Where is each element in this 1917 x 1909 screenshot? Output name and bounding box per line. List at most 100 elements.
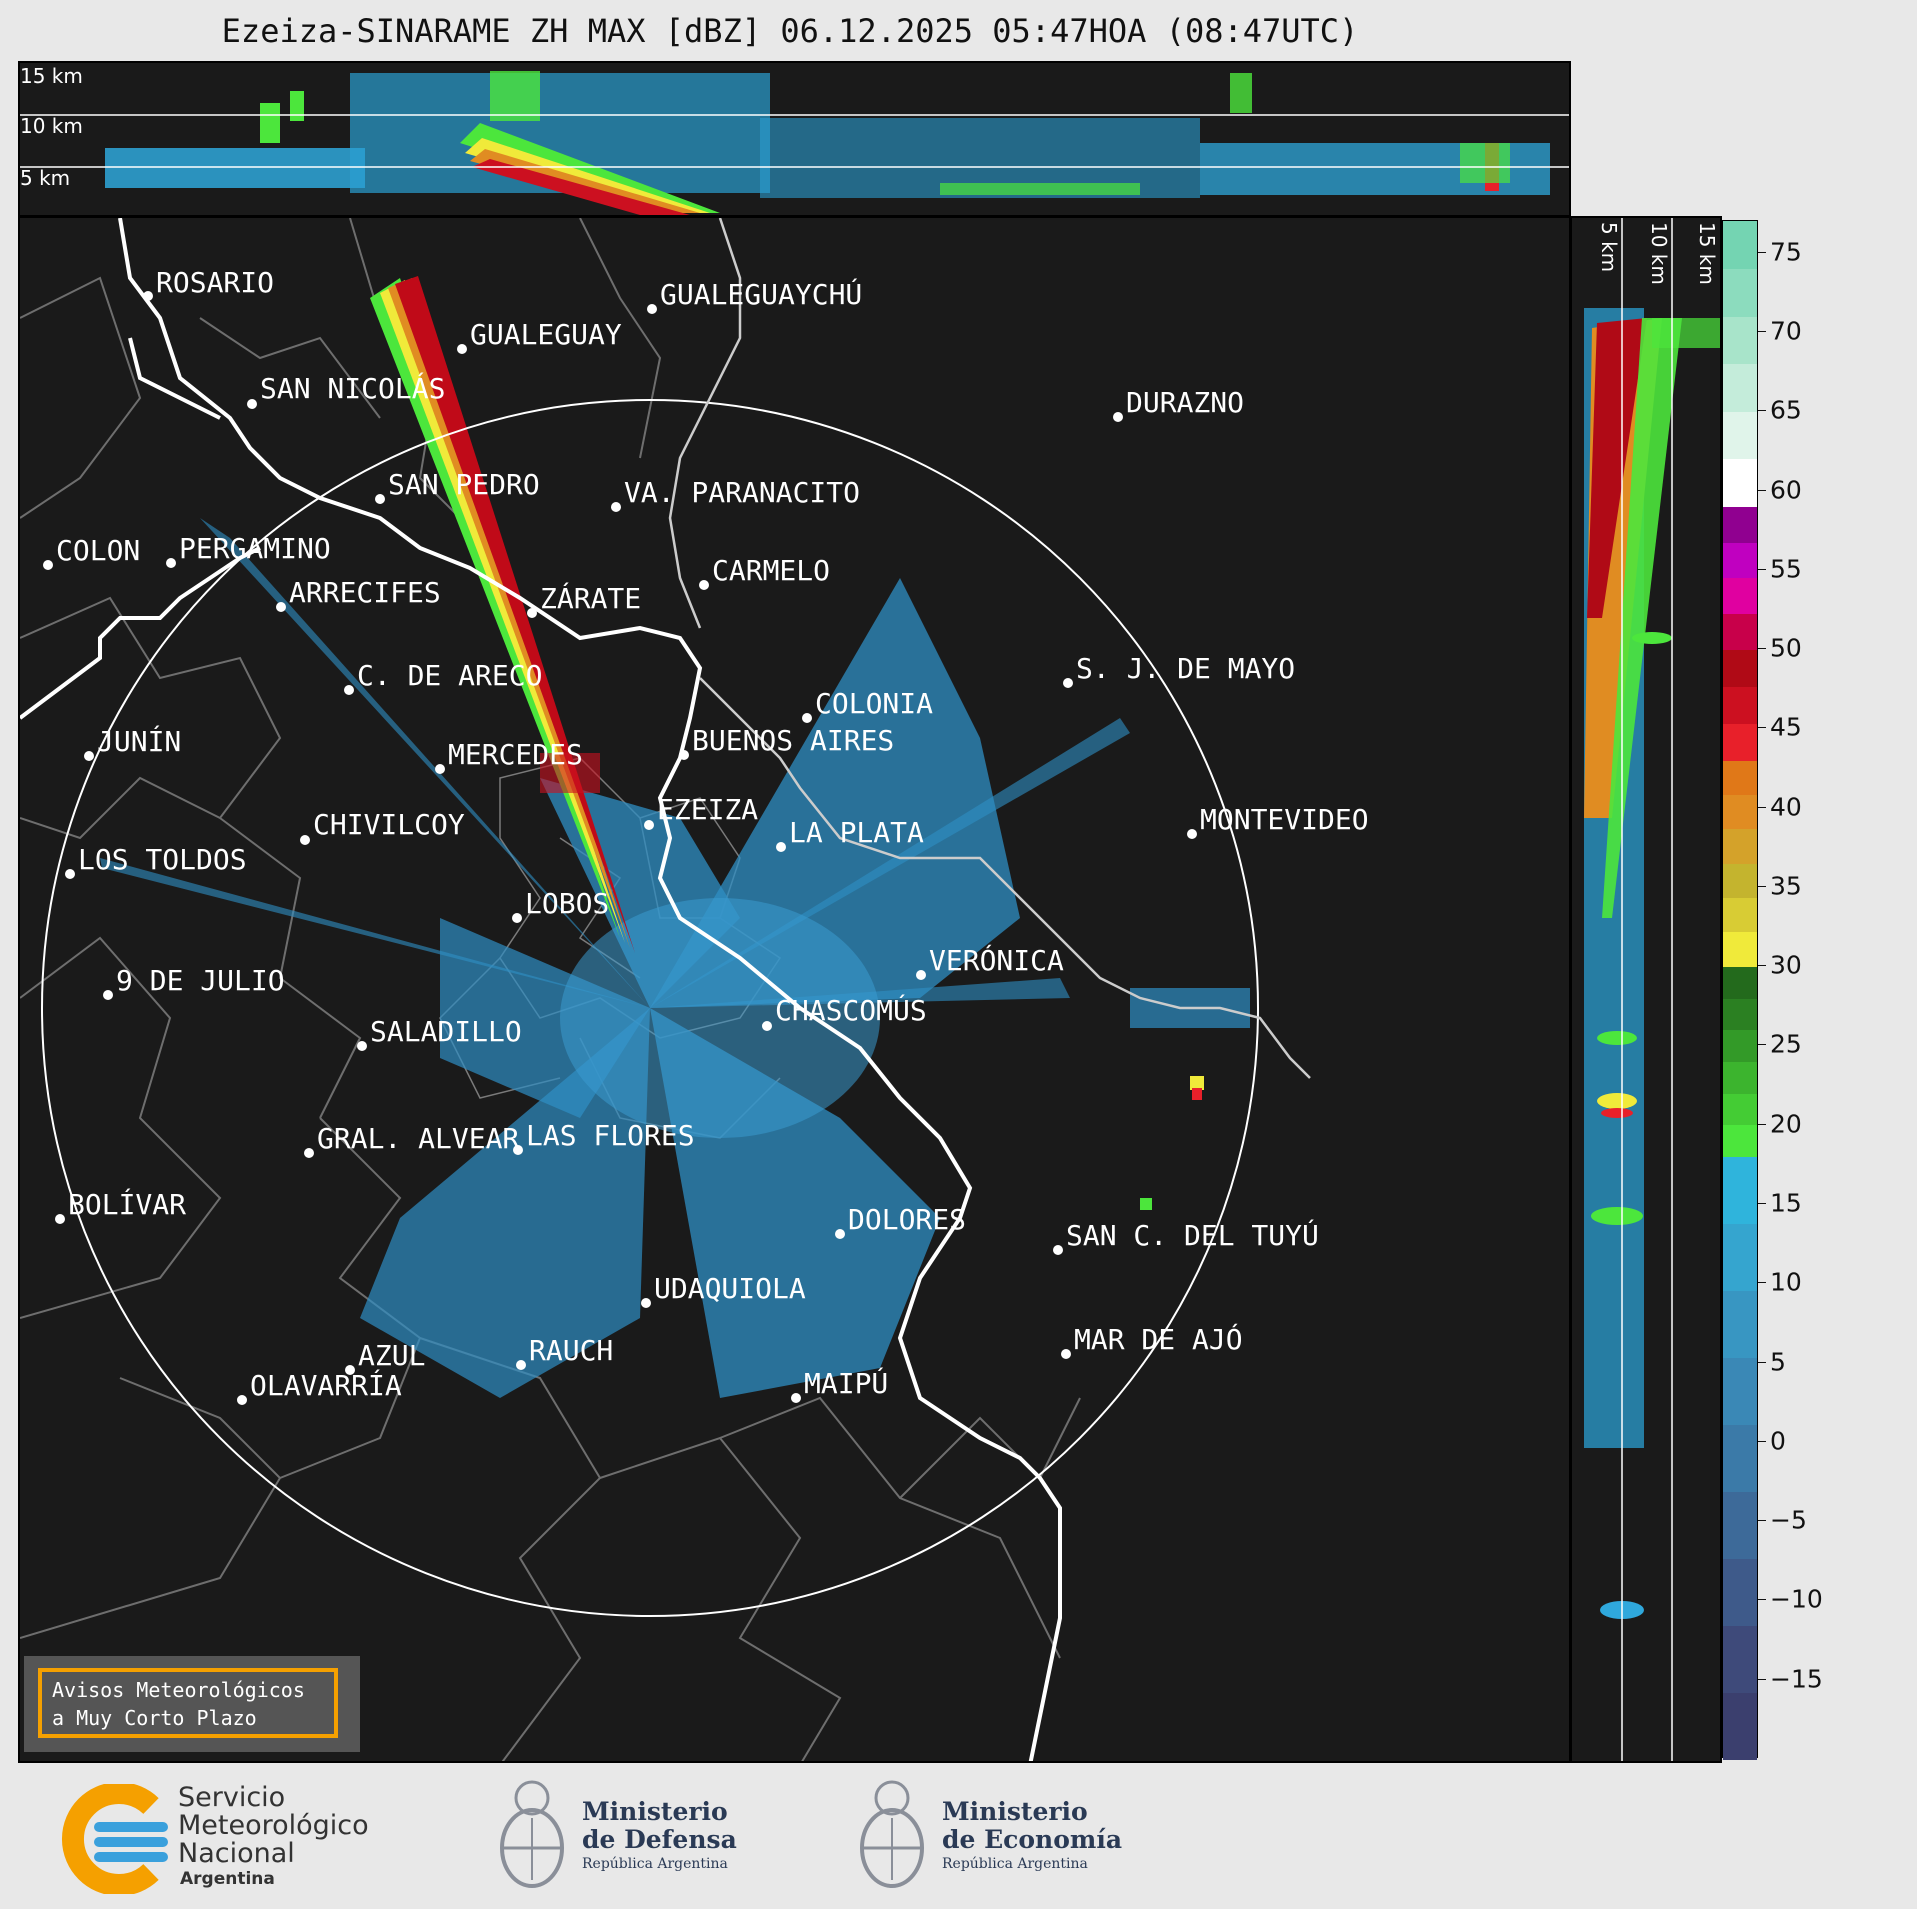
rivers bbox=[668, 218, 1311, 1079]
colorbar-tick-label: 0 bbox=[1770, 1426, 1786, 1456]
colorbar-tick-mark bbox=[1758, 965, 1766, 967]
smn-line-1: Servicio bbox=[178, 1782, 286, 1813]
colorbar-tick-mark bbox=[1758, 1520, 1766, 1522]
city-azul: AZUL bbox=[358, 1339, 425, 1372]
colorbar-segment bbox=[1723, 363, 1757, 412]
colorbar-tick-mark bbox=[1758, 1440, 1766, 1442]
right-cross-section-panel: 5 km 10 km 15 km bbox=[1570, 216, 1722, 1763]
city-zarate: ZÁRATE bbox=[540, 581, 641, 615]
city-9-de-julio: 9 DE JULIO bbox=[116, 964, 285, 997]
colorbar-segment bbox=[1723, 506, 1757, 543]
aviso-line-1: Avisos Meteorológicos bbox=[52, 1678, 305, 1702]
city-san-pedro: SAN PEDRO bbox=[388, 468, 540, 501]
colorbar-tick-label: 40 bbox=[1770, 792, 1802, 822]
colorbar-tick-label: 15 bbox=[1770, 1188, 1802, 1218]
top-cross-section-panel: 15 km 10 km 5 km bbox=[18, 61, 1571, 217]
city-lobos: LOBOS bbox=[525, 887, 609, 920]
right-xsec-label-10km: 10 km bbox=[1647, 222, 1671, 285]
smn-line-4: Argentina bbox=[180, 1869, 275, 1889]
colorbar-segment bbox=[1723, 863, 1757, 899]
city-markers: ROSARIO GUALEGUAYCHÚ GUALEGUAY SAN NICOL… bbox=[43, 266, 1369, 1405]
city-mercedes: MERCEDES bbox=[448, 738, 583, 771]
colorbar-segment bbox=[1723, 723, 1757, 761]
city-junin: JUNÍN bbox=[97, 724, 181, 758]
radar-map-panel[interactable]: ROSARIO GUALEGUAYCHÚ GUALEGUAY SAN NICOL… bbox=[18, 216, 1571, 1763]
city-las-flores: LAS FLORES bbox=[526, 1119, 695, 1152]
radar-echoes bbox=[100, 276, 1250, 1398]
colorbar-tick-label: 10 bbox=[1770, 1267, 1802, 1297]
colorbar-segment bbox=[1723, 1424, 1757, 1492]
colorbar-tick-label: −5 bbox=[1770, 1505, 1807, 1535]
city-ezeiza: EZEIZA bbox=[657, 793, 758, 826]
right-xsec-echoes bbox=[1584, 308, 1720, 1619]
colorbar-tick-label: 20 bbox=[1770, 1109, 1802, 1139]
city-rauch: RAUCH bbox=[529, 1334, 613, 1367]
city-maipu: MAIPÚ bbox=[804, 1366, 888, 1400]
colorbar-segment bbox=[1723, 1029, 1757, 1062]
colorbar-segment bbox=[1723, 1124, 1757, 1158]
colorbar-tick-mark bbox=[1758, 410, 1766, 412]
colorbar-segment bbox=[1723, 316, 1757, 365]
right-xsec-label-5km: 5 km bbox=[1597, 222, 1621, 272]
city-colon: COLON bbox=[56, 534, 140, 567]
city-colonia: COLONIA bbox=[815, 687, 933, 720]
colorbar-tick-label: 35 bbox=[1770, 871, 1802, 901]
colorbar-segment bbox=[1723, 1692, 1757, 1760]
smn-line-2: Meteorológico bbox=[178, 1810, 369, 1841]
city-carmelo: CARMELO bbox=[712, 554, 830, 587]
city-olavarria: OLAVARRÍA bbox=[250, 1368, 402, 1402]
colorbar-tick-label: −10 bbox=[1770, 1584, 1823, 1614]
top-xsec-label-5km: 5 km bbox=[20, 166, 70, 190]
defensa-logo: Ministerio de Defensa República Argentin… bbox=[496, 1770, 766, 1900]
colorbar-tick-mark bbox=[1758, 489, 1766, 491]
top-xsec-label-15km: 15 km bbox=[20, 64, 83, 88]
colorbar-tick-mark bbox=[1758, 251, 1766, 253]
colorbar-segment bbox=[1723, 458, 1757, 507]
colorbar-segment bbox=[1723, 1223, 1757, 1291]
city-montevideo: MONTEVIDEO bbox=[1200, 803, 1369, 836]
city-pergamino: PERGAMINO bbox=[179, 532, 331, 565]
colorbar-segment bbox=[1723, 649, 1757, 687]
colorbar-tick-label: 65 bbox=[1770, 395, 1802, 425]
city-los-toldos: LOS TOLDOS bbox=[78, 843, 247, 876]
dbz-colorbar bbox=[1722, 220, 1758, 1760]
colorbar-tick-label: 25 bbox=[1770, 1029, 1802, 1059]
colorbar-segment bbox=[1723, 1558, 1757, 1626]
colorbar-segment bbox=[1723, 613, 1757, 650]
aviso-badge-frame[interactable]: Avisos Meteorológicos a Muy Corto Plazo bbox=[38, 1668, 338, 1738]
colorbar-tick-label: 5 bbox=[1770, 1347, 1786, 1377]
range-ring bbox=[41, 399, 1259, 1617]
colorbar-segment bbox=[1723, 760, 1757, 796]
colorbar-tick-mark bbox=[1758, 330, 1766, 332]
city-va-paranacito: VA. PARANACITO bbox=[624, 476, 860, 509]
aviso-line-2: a Muy Corto Plazo bbox=[52, 1706, 257, 1730]
colorbar-segment bbox=[1723, 828, 1757, 864]
colorbar-segment bbox=[1723, 897, 1757, 933]
colorbar-tick-mark bbox=[1758, 1678, 1766, 1680]
colorbar-segment bbox=[1723, 1061, 1757, 1094]
colorbar-tick-label: 75 bbox=[1770, 237, 1802, 267]
colorbar-tick-mark bbox=[1758, 727, 1766, 729]
colorbar-segment bbox=[1723, 931, 1757, 967]
colorbar-segment bbox=[1723, 1093, 1757, 1126]
city-dolores: DOLORES bbox=[848, 1203, 966, 1236]
city-san-c-del-tuyu: SAN C. DEL TUYÚ bbox=[1066, 1218, 1319, 1252]
city-sj-de-mayo: S. J. DE MAYO bbox=[1076, 652, 1295, 685]
colorbar-segment bbox=[1723, 794, 1757, 830]
colorbar-segment bbox=[1723, 577, 1757, 615]
city-durazno: DURAZNO bbox=[1126, 386, 1244, 419]
city-gualeguay: GUALEGUAY bbox=[470, 318, 622, 351]
colorbar-segment bbox=[1723, 1625, 1757, 1693]
colorbar-tick-label: 30 bbox=[1770, 950, 1802, 980]
aviso-badge[interactable]: Avisos Meteorológicos a Muy Corto Plazo bbox=[24, 1656, 360, 1752]
colorbar-segment bbox=[1723, 1290, 1757, 1358]
city-san-nicolas: SAN NICOLÁS bbox=[260, 371, 445, 405]
economia-logo: Ministerio de Economía República Argenti… bbox=[856, 1770, 1156, 1900]
city-rosario: ROSARIO bbox=[156, 266, 274, 299]
colorbar-segment bbox=[1723, 1156, 1757, 1225]
colorbar-segment bbox=[1723, 1491, 1757, 1559]
colorbar-tick-label: 60 bbox=[1770, 475, 1802, 505]
chart-title: Ezeiza-SINARAME ZH MAX [dBZ] 06.12.2025 … bbox=[221, 12, 1359, 50]
city-saladillo: SALADILLO bbox=[370, 1015, 522, 1048]
colorbar-tick-label: −15 bbox=[1770, 1664, 1823, 1694]
